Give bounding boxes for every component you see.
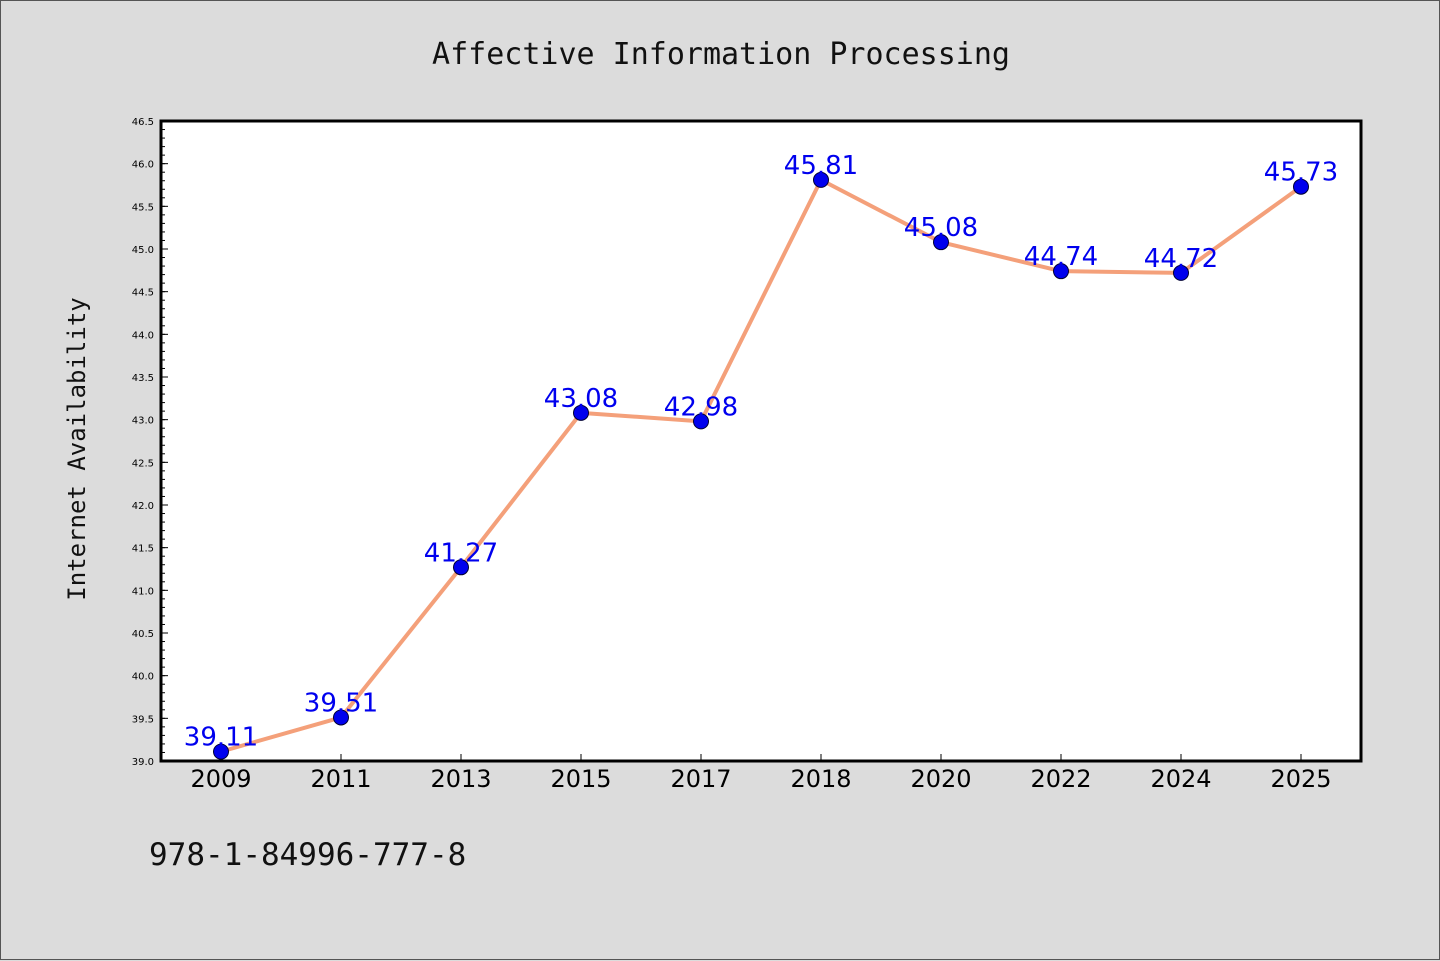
data-point: [1053, 263, 1069, 280]
plot-area: [161, 121, 1361, 761]
chart-title: Affective Information Processing: [432, 37, 1010, 72]
data-label: 41.27: [424, 538, 498, 568]
y-tick-label: 46.5: [132, 117, 154, 128]
data-label: 44.74: [1024, 242, 1098, 272]
data-point: [453, 559, 469, 576]
series-line: [220, 177, 1303, 754]
data-label: 44.72: [1144, 244, 1218, 274]
data-labels-group: 39.11 39.51 41.27 43.08 42.98 45.81 45.08 44.74…: [184, 151, 1338, 753]
data-point: [573, 404, 589, 421]
x-tick-label: 2009: [190, 765, 251, 793]
data-point: [813, 171, 829, 188]
data-point: [1293, 178, 1309, 195]
y-tick-label: 45.5: [132, 202, 154, 213]
y-tick-label: 45.0: [132, 245, 154, 256]
y-tick-label: 40.0: [132, 672, 154, 683]
x-tick-label: 2013: [430, 765, 491, 793]
x-tick-label: 2024: [1150, 765, 1211, 793]
y-tick-label: 39.5: [132, 714, 154, 725]
x-tick-label: 2017: [670, 765, 731, 793]
y-tick-label: 43.0: [132, 416, 154, 427]
x-tick-label: 2011: [310, 765, 371, 793]
y-axis-label: Internet Availability: [63, 297, 91, 600]
x-tick-label: 2022: [1030, 765, 1091, 793]
x-tick-label: 2020: [910, 765, 971, 793]
y-tick-label: 39.0: [132, 757, 154, 768]
x-tick-label: 2015: [550, 765, 611, 793]
series-markers-group: [213, 171, 1309, 760]
y-tick-label: 43.5: [132, 373, 154, 384]
x-tick-label: 2025: [1270, 765, 1331, 793]
y-tick-label: 42.5: [132, 458, 154, 469]
data-point: [693, 413, 709, 430]
y-axis: 39.0 39.5 40.0 40.5 41.0 41.5 42.0 42.5 43.0 43.5…: [132, 117, 168, 768]
data-point: [1173, 264, 1189, 281]
data-point: [333, 709, 349, 726]
y-tick-label: 44.5: [132, 288, 154, 299]
y-tick-label: 41.0: [132, 586, 154, 597]
series-line-group: [220, 177, 1303, 754]
y-tick-label: 44.0: [132, 330, 154, 341]
data-point: [933, 234, 949, 251]
x-axis: 2009 2011 2013 2015 2017 2018 2020 2022 2024 2025: [190, 754, 1332, 793]
data-point: [213, 743, 229, 760]
y-tick-label: 41.5: [132, 544, 154, 555]
data-label: 39.51: [304, 688, 378, 718]
x-tick-label: 2018: [790, 765, 851, 793]
data-label: 43.08: [544, 384, 618, 414]
plot-frame: [159, 119, 1363, 763]
data-label: 42.98: [664, 392, 738, 422]
isbn-annotation: 978-1-84996-777-8: [149, 837, 466, 873]
data-label: 45.81: [784, 151, 858, 181]
y-tick-label: 42.0: [132, 501, 154, 512]
data-label: 45.73: [1264, 158, 1338, 188]
data-label: 39.11: [184, 723, 258, 753]
data-label: 45.08: [904, 213, 978, 243]
y-tick-label: 46.0: [132, 160, 154, 171]
y-tick-label: 40.5: [132, 629, 154, 640]
